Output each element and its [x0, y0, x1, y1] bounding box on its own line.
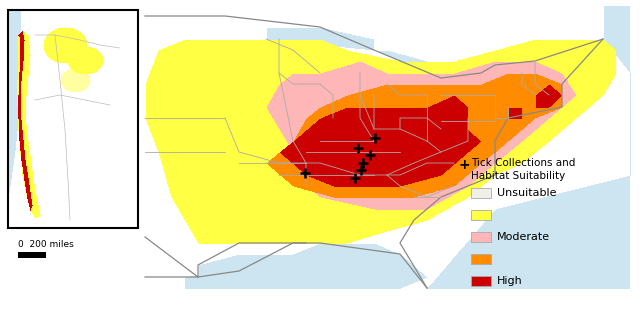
Bar	[471, 276, 491, 286]
Text: 0  200 miles: 0 200 miles	[18, 240, 74, 249]
Text: +: +	[459, 158, 470, 172]
Text: Unsuitable: Unsuitable	[497, 188, 557, 198]
Bar	[471, 254, 491, 264]
Bar	[471, 210, 491, 220]
Bar	[8, 10, 138, 228]
Bar	[471, 188, 491, 198]
Text: High: High	[497, 276, 523, 286]
Text: Moderate: Moderate	[497, 232, 550, 242]
Text: Habitat Suitability: Habitat Suitability	[471, 171, 565, 181]
Bar	[18, 252, 46, 258]
Text: Tick Collections and: Tick Collections and	[471, 158, 575, 168]
Bar	[471, 232, 491, 242]
